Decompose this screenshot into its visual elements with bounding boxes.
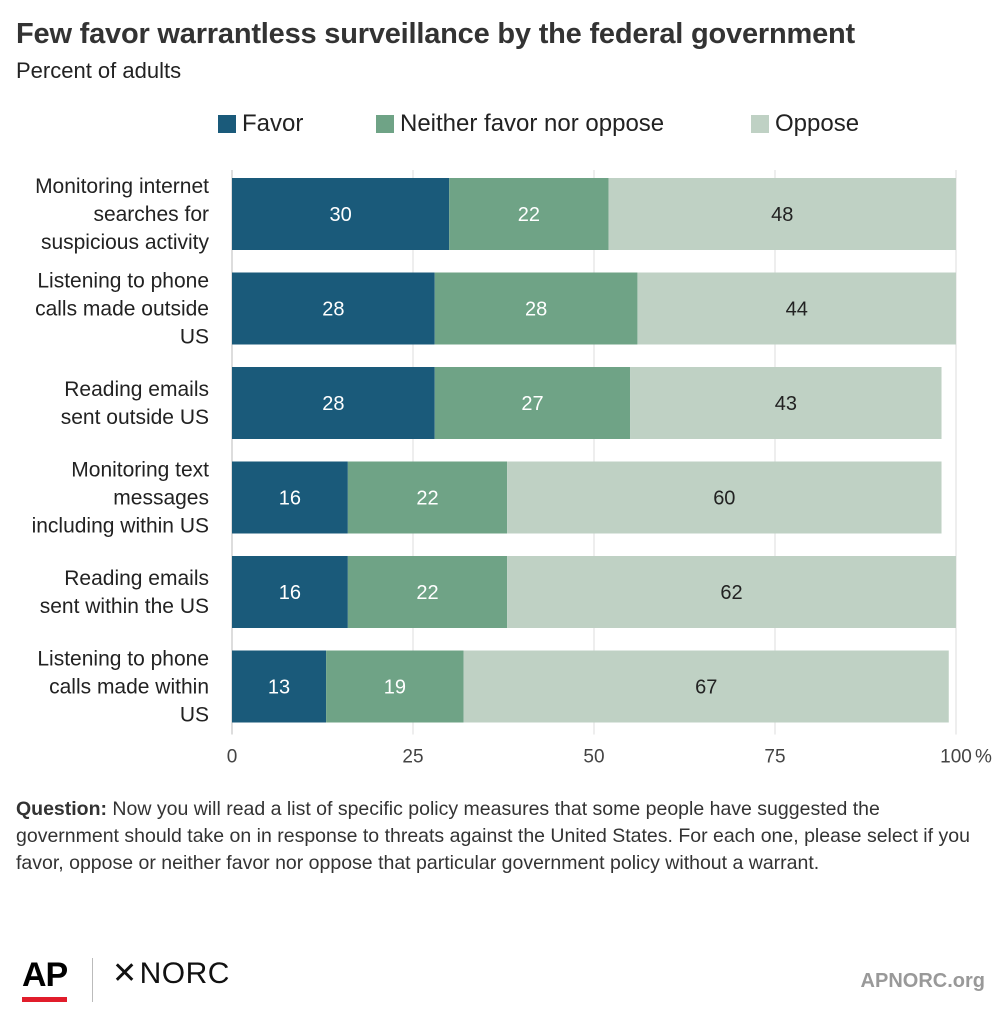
x-tick-label: 25 [402, 747, 423, 768]
legend-item-oppose: Oppose [751, 110, 859, 138]
category-label-line: including within US [32, 515, 209, 538]
chart-subtitle: Percent of adults [16, 58, 182, 83]
legend-label-neither: Neither favor nor oppose [400, 110, 665, 137]
norc-logo-text: NORC [139, 956, 230, 990]
bar-segment [507, 461, 942, 534]
data-label: 16 [279, 488, 301, 510]
category-label: Monitoring internet searches for suspiciou… [35, 175, 209, 254]
category-label-line: Monitoring text [71, 459, 209, 482]
bar-segment [347, 461, 508, 534]
category-label-line: Listening to phone [37, 648, 209, 671]
x-tick-label: 100 [940, 747, 972, 768]
category-label-line: messages [113, 487, 209, 510]
bar-segment [232, 367, 435, 439]
x-tick-label: 0 [227, 747, 238, 768]
category-label-line: US [180, 326, 209, 349]
footer: AP ✕ NORC APNORC.org [0, 940, 1001, 1010]
category-label: Monitoring text messages including within … [32, 459, 210, 538]
data-label: 22 [416, 582, 438, 604]
legend-label-favor: Favor [242, 110, 304, 137]
chart-title: Few favor warrantless surveillance by th… [16, 18, 855, 50]
data-label: 44 [786, 299, 808, 321]
category-label-line: US [180, 704, 209, 727]
category-label-line: searches for [93, 203, 209, 226]
legend-swatch-neither [376, 115, 394, 133]
legend-swatch-favor [218, 115, 236, 133]
ap-logo: AP [22, 956, 68, 994]
bar-segment [232, 650, 327, 723]
bar-segment [608, 178, 956, 250]
category-label-line: suspicious activity [41, 231, 210, 254]
category-label-line: sent within the US [40, 595, 209, 618]
norc-logo: ✕ NORC [112, 956, 230, 991]
question-text: Now you will read a list of specific pol… [16, 798, 970, 874]
data-label: 62 [720, 582, 742, 604]
data-label: 19 [384, 677, 406, 699]
legend-item-neither: Neither favor nor oppose [376, 110, 664, 138]
data-label: 28 [322, 299, 344, 321]
data-label: 60 [713, 488, 735, 510]
x-axis-unit: % [975, 747, 992, 768]
category-label: Reading emails sent within the US [40, 567, 209, 618]
bar-segment [463, 650, 949, 723]
data-label: 67 [695, 677, 717, 699]
data-label: 43 [775, 393, 797, 415]
category-label-line: Listening to phone [37, 270, 209, 293]
category-label-line: Reading emails [64, 378, 209, 401]
data-label: 27 [521, 393, 543, 415]
legend: Favor Neither favor nor oppose Oppose [0, 110, 1001, 140]
question-label: Question: [16, 798, 107, 820]
data-label: 16 [279, 582, 301, 604]
bar-segment [434, 367, 631, 439]
category-label-line: Reading emails [64, 567, 209, 590]
x-tick-label: 50 [583, 747, 604, 768]
bar-segment [232, 272, 435, 345]
x-tick-label: 75 [764, 747, 785, 768]
stacked-bar-chart: 30 22 48 Monitoring internet searches for sus… [32, 170, 992, 768]
bar-segment [232, 556, 348, 628]
bar-segment [326, 650, 464, 723]
category-label: Listening to phone calls made within US [37, 648, 209, 727]
question-note: Question: Now you will read a list of sp… [16, 796, 976, 877]
legend-item-favor: Favor [218, 110, 303, 138]
bar-segment [630, 367, 942, 439]
category-label-line: calls made outside [35, 298, 209, 321]
ap-logo-underline [22, 997, 67, 1002]
data-label: 28 [322, 393, 344, 415]
category-label-line: calls made within [49, 676, 209, 699]
logo-divider [92, 958, 93, 1002]
bar-segment [347, 556, 508, 628]
bar-segment [232, 178, 450, 250]
category-label: Listening to phone calls made outside US [35, 270, 209, 349]
data-label: 48 [771, 204, 793, 226]
norc-star-icon: ✕ [112, 957, 138, 990]
bar-segment [434, 272, 638, 345]
legend-swatch-oppose [751, 115, 769, 133]
bar-segment [637, 272, 956, 345]
bar-segment [449, 178, 609, 250]
data-label: 13 [268, 677, 290, 699]
data-label: 30 [329, 204, 351, 226]
data-label: 22 [518, 204, 540, 226]
legend-label-oppose: Oppose [775, 110, 860, 137]
bar-segment [232, 461, 348, 534]
category-label: Reading emails sent outside US [61, 378, 209, 429]
data-label: 22 [416, 488, 438, 510]
category-label-line: sent outside US [61, 406, 209, 429]
category-label-line: Monitoring internet [35, 175, 209, 198]
data-label: 28 [525, 299, 547, 321]
site-url: APNORC.org [860, 970, 985, 992]
bar-segment [507, 556, 956, 628]
